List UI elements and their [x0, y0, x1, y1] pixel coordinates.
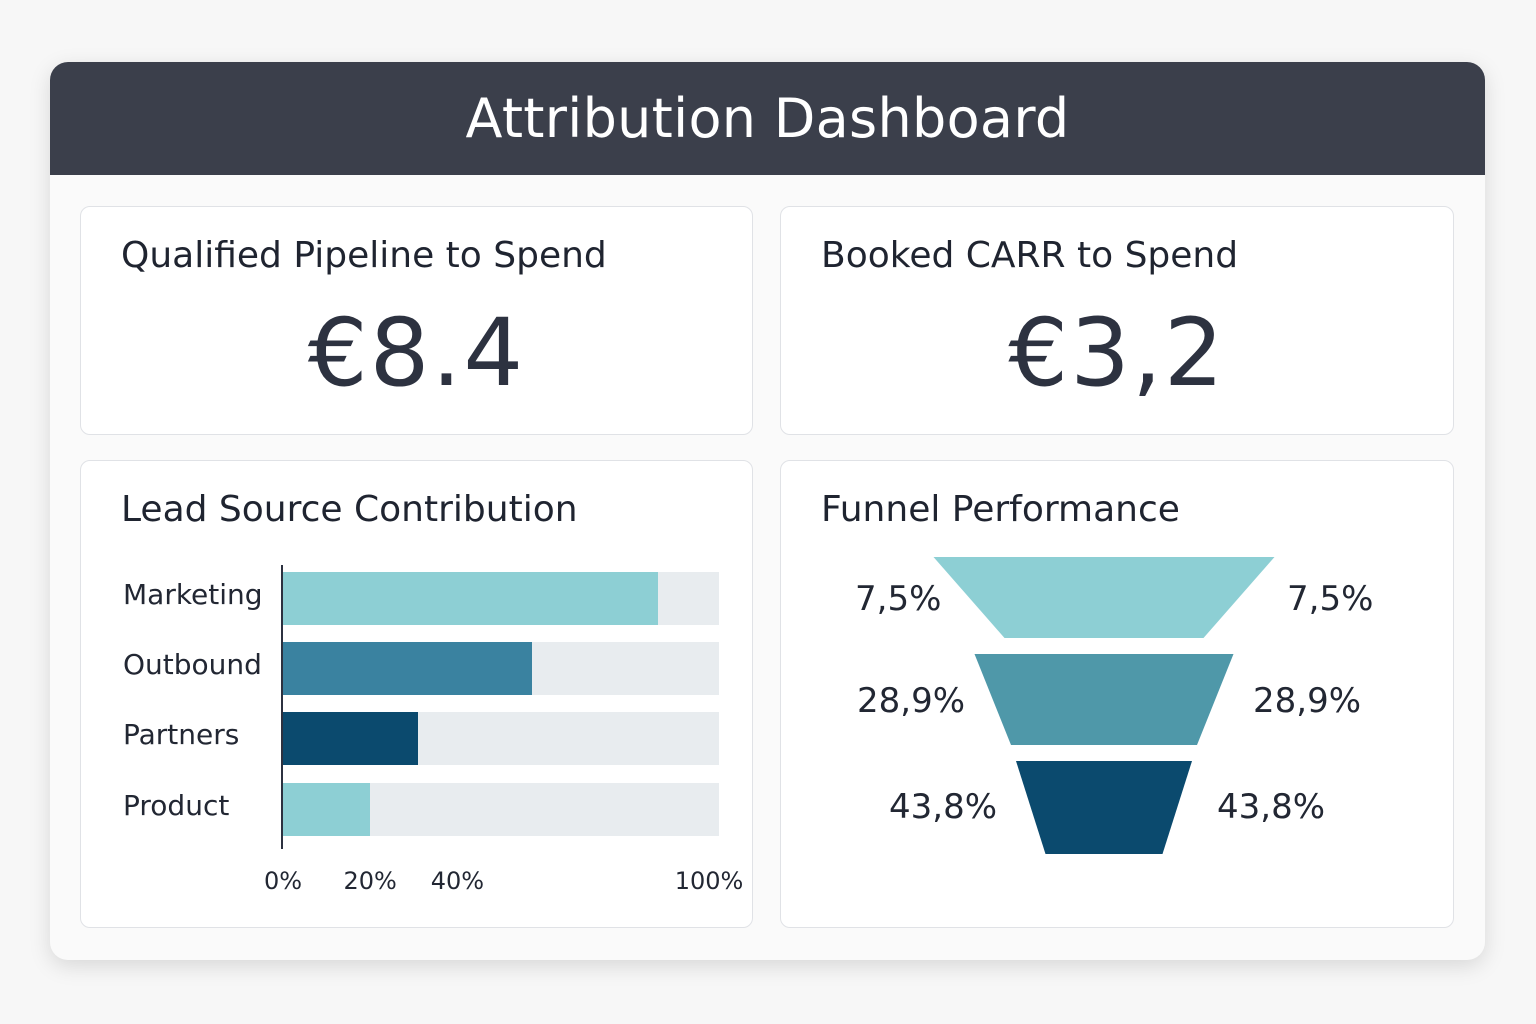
lead-source-title: Lead Source Contribution — [121, 489, 578, 530]
lead-source-card[interactable]: Lead Source Contribution Marketing Outbou… — [80, 460, 753, 928]
bar-chart-y-axis — [281, 565, 283, 849]
funnel-stage-1[interactable] — [933, 557, 1275, 638]
bar-outbound[interactable] — [283, 642, 532, 695]
funnel-right-label: 43,8% — [1217, 787, 1326, 827]
bar-product[interactable] — [283, 783, 371, 836]
funnel-svg — [933, 557, 1275, 854]
dashboard-window: Attribution Dashboard Qualified Pipeline… — [50, 62, 1485, 960]
funnel-left-label: 43,8% — [889, 787, 998, 827]
bar-track — [283, 712, 719, 765]
bar-marketing[interactable] — [283, 572, 658, 625]
bar-category-label: Outbound — [123, 648, 262, 681]
funnel-right-label: 28,9% — [1253, 681, 1362, 721]
x-tick-label: 0% — [263, 867, 303, 895]
x-tick-label: 100% — [674, 867, 744, 895]
funnel-right-label: 7,5% — [1287, 579, 1374, 619]
bar-partners[interactable] — [283, 712, 419, 765]
kpi-title: Booked CARR to Spend — [821, 235, 1239, 276]
kpi-value: €8.4 — [307, 299, 526, 408]
funnel-card[interactable]: Funnel Performance 7,5% 7,5% 28,9% 28,9% 43,… — [780, 460, 1454, 928]
funnel-left-label: 7,5% — [855, 579, 942, 619]
bar-category-label: Product — [123, 789, 230, 822]
x-tick-label: 20% — [343, 867, 397, 895]
dashboard-title: Attribution Dashboard — [465, 87, 1070, 150]
funnel-stage-2[interactable] — [974, 654, 1234, 745]
funnel-title: Funnel Performance — [821, 489, 1180, 530]
bar-category-label: Partners — [123, 718, 240, 751]
funnel-left-label: 28,9% — [857, 681, 966, 721]
bar-track — [283, 642, 719, 695]
bar-track — [283, 783, 719, 836]
kpi-value: €3,2 — [1008, 299, 1226, 408]
kpi-title: Qualified Pipeline to Spend — [121, 235, 607, 276]
bar-track — [283, 572, 719, 625]
funnel-stage-3[interactable] — [1016, 761, 1192, 854]
x-tick-label: 40% — [430, 867, 485, 895]
dashboard-header: Attribution Dashboard — [50, 62, 1485, 175]
kpi-card-pipeline[interactable]: Qualified Pipeline to Spend €8.4 — [80, 206, 753, 435]
kpi-card-carr[interactable]: Booked CARR to Spend €3,2 — [780, 206, 1454, 435]
bar-category-label: Marketing — [123, 578, 263, 611]
